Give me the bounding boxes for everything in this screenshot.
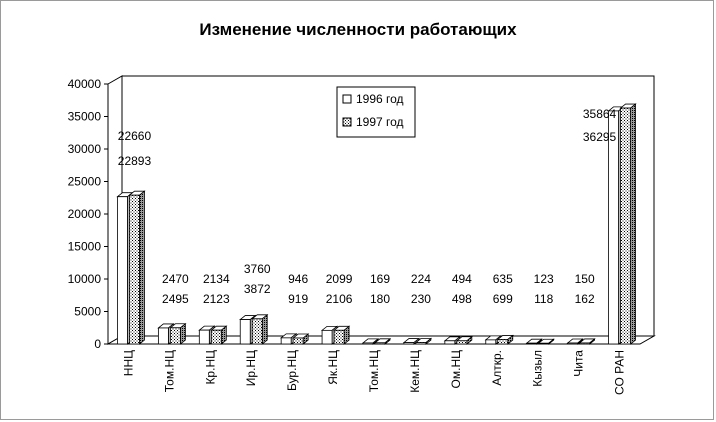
bar-1996-7 <box>403 342 415 345</box>
axes: 0 5000 10000 15000 20000 25000 30000 35000 40000… <box>68 77 640 395</box>
data-label-1996: 2134 <box>203 272 230 286</box>
y-tick-label: 10000 <box>68 272 102 286</box>
bar-1997-7 <box>415 342 427 345</box>
x-tick-label: Ир.НЦ <box>244 350 258 386</box>
legend-label-1996: 1996 год <box>356 92 404 106</box>
bar-1997-2 <box>210 329 222 345</box>
data-label-1997: 2495 <box>162 292 189 306</box>
bar-side <box>630 103 636 345</box>
data-label-1996: 35864 <box>583 107 617 121</box>
bar-1997-12 <box>620 107 631 345</box>
y-tick-label: 25000 <box>68 175 102 189</box>
bar-1996-3 <box>239 319 251 345</box>
y-tick-label: 40000 <box>68 77 102 91</box>
bar-1996-9 <box>485 339 497 345</box>
data-label-1997: 36295 <box>583 130 617 144</box>
bar-1996-2 <box>198 329 210 345</box>
data-label-1997: 118 <box>534 292 553 306</box>
data-label-1997: 2123 <box>203 292 230 306</box>
bar-side <box>261 313 268 345</box>
legend: 1996 год 1997 год <box>336 86 416 138</box>
x-tick-label: Бур.НЦ <box>285 350 299 391</box>
bar-1997-5 <box>333 329 345 345</box>
data-label-1997: 3872 <box>244 282 271 296</box>
x-tick-label: Кызыл <box>531 350 545 387</box>
bar-1997-11 <box>579 342 591 345</box>
data-label-1997: 230 <box>411 292 431 306</box>
data-label-1996: 22660 <box>118 129 152 143</box>
data-label-1996: 3760 <box>244 262 271 276</box>
bar-1996-6 <box>362 342 374 345</box>
data-label-1997: 919 <box>288 292 308 306</box>
data-label-1996: 169 <box>370 272 390 286</box>
x-tick-label: Ом.НЦ <box>449 350 463 389</box>
bar-1996-0 <box>117 196 128 345</box>
bar-1997-8 <box>456 340 468 345</box>
bar-1996-8 <box>444 340 456 345</box>
bar-1996-4 <box>280 337 292 345</box>
bar-1997-6 <box>374 342 386 345</box>
data-label-1996: 635 <box>493 272 513 286</box>
data-label-1996: 2099 <box>326 272 353 286</box>
data-label-1996: 494 <box>452 272 472 286</box>
legend-label-1997: 1997 год <box>356 115 404 129</box>
bar-1997-10 <box>538 342 550 345</box>
y-tick-label: 20000 <box>68 207 102 221</box>
bar-1997-3 <box>251 318 263 345</box>
data-label-1996: 2470 <box>162 272 189 286</box>
y-tick-label: 15000 <box>68 240 102 254</box>
data-label-1997: 699 <box>493 292 513 306</box>
bar-1997-4 <box>292 337 304 345</box>
x-tick-label: Том.НЦ <box>367 350 381 392</box>
x-tick-label: Кем.НЦ <box>408 350 422 393</box>
bars <box>116 103 637 345</box>
chart-title: Изменение численности работающих <box>199 20 517 39</box>
bar-1996-5 <box>321 329 333 345</box>
legend-swatch-1996 <box>342 94 352 104</box>
bar-1996-10 <box>526 342 538 345</box>
y-tick-label: 30000 <box>68 142 102 156</box>
legend-swatch-1997 <box>342 117 352 127</box>
y-tick-label: 35000 <box>68 110 102 124</box>
data-label-1997: 162 <box>575 292 595 306</box>
data-label-1996: 946 <box>288 272 308 286</box>
x-tick-label: Том.НЦ <box>162 350 176 392</box>
bar-1997-9 <box>497 339 509 345</box>
x-tick-label: Як.НЦ <box>326 350 340 385</box>
data-label-1997: 2106 <box>326 292 353 306</box>
bar-side <box>179 322 186 345</box>
bar-1997-1 <box>169 327 181 345</box>
bar-1997-0 <box>129 194 140 345</box>
bar-1996-11 <box>567 342 579 345</box>
data-label-1996: 150 <box>575 272 595 286</box>
data-label-1996: 224 <box>411 272 431 286</box>
x-tick-label: Кр.НЦ <box>203 350 217 385</box>
data-label-1997: 498 <box>452 292 472 306</box>
x-tick-label: ННЦ <box>121 350 135 376</box>
bar-1996-1 <box>157 327 169 345</box>
x-tick-label: Алткр. <box>490 350 504 386</box>
data-labels: 22660 22893 2470 2495 2134 2123 3760 3872 946 919… <box>118 107 617 306</box>
data-label-1996: 123 <box>534 272 554 286</box>
bar-1996-12 <box>608 110 619 345</box>
data-label-1997: 180 <box>370 292 390 306</box>
data-label-1997: 22893 <box>118 154 152 168</box>
x-tick-label: Чита <box>572 350 586 377</box>
bar-side <box>139 190 145 345</box>
y-tick-label: 0 <box>94 337 101 351</box>
y-tick-label: 5000 <box>74 305 101 319</box>
x-tick-label: СО РАН <box>613 350 627 395</box>
